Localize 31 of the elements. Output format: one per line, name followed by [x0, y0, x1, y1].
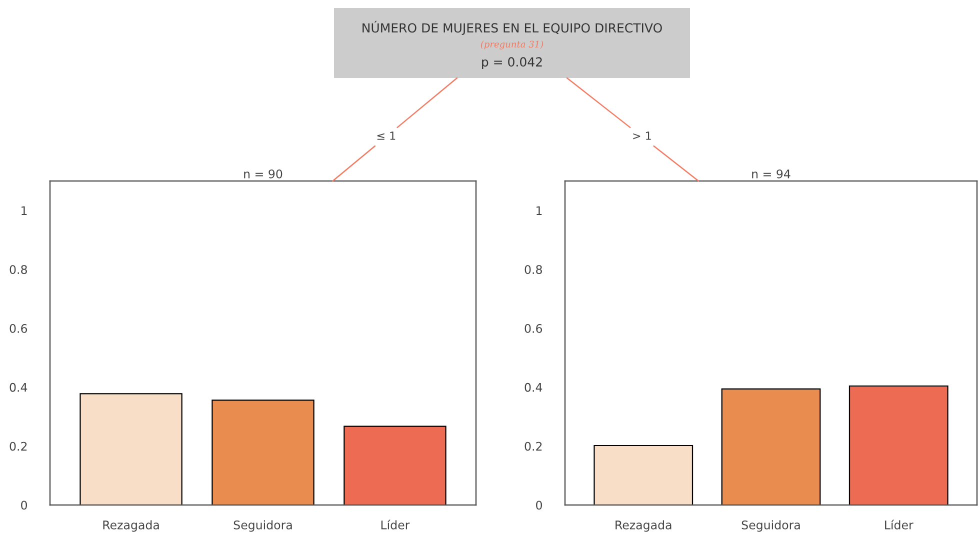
- y-tick-label: 0.6: [10, 324, 28, 333]
- x-tick-label: Líder: [381, 520, 410, 530]
- bar: [344, 426, 446, 505]
- y-tick-label: 0.2: [10, 442, 27, 451]
- text: ≤ 1: [377, 132, 396, 140]
- text: > 1: [633, 132, 651, 140]
- x-tick-label: Líder: [885, 520, 914, 530]
- bar: [848, 385, 948, 505]
- x-tick-label: Seguidora: [742, 520, 800, 532]
- y-tick-label: 0.4: [524, 382, 542, 392]
- text: p = 0.042: [482, 57, 542, 70]
- y-tick-label: 1: [536, 206, 542, 215]
- y-tick-label: 0.6: [524, 324, 542, 333]
- chart-title: n = 90: [244, 169, 282, 178]
- x-tick-label: Rezagada: [616, 520, 672, 532]
- bar: [80, 393, 182, 505]
- y-tick-label: 0: [21, 500, 27, 510]
- y-tick-label: 0.8: [524, 265, 542, 274]
- y-tick-label: 0.8: [10, 265, 27, 274]
- bar: [721, 388, 821, 505]
- text: (pregunta 31): [480, 40, 544, 50]
- y-tick-label: 1: [22, 206, 27, 215]
- x-tick-label: Rezagada: [103, 520, 159, 532]
- y-tick-label: 0.2: [524, 442, 542, 451]
- text: NÚMERO DE MUJERES EN EL EQUIPO DIRECTIVO: [362, 20, 662, 35]
- x-tick-label: Seguidora: [234, 520, 292, 532]
- y-tick-label: 0: [536, 500, 542, 510]
- bar: [212, 400, 314, 505]
- bar: [594, 444, 694, 505]
- chart-title: n = 94: [752, 169, 790, 178]
- y-tick-label: 0.4: [10, 382, 28, 392]
